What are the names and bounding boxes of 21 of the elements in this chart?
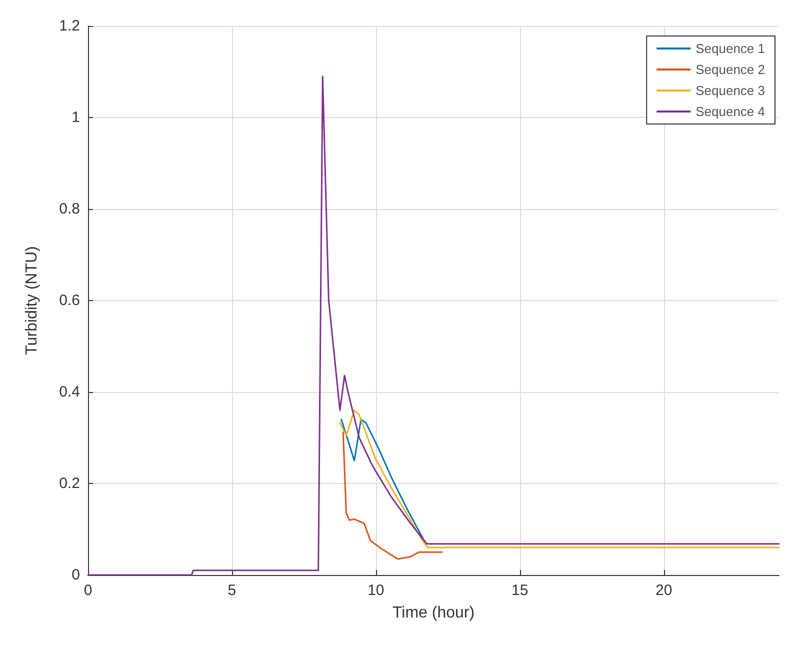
x-tick-label: 0: [84, 582, 92, 599]
x-tick-label: 5: [228, 582, 236, 599]
y-tick-label: 0.2: [59, 475, 80, 492]
legend-label: Sequence 4: [696, 104, 766, 119]
line-series: [342, 432, 443, 560]
y-tick-label: 1: [72, 109, 80, 126]
y-axis-title: Turbidity (NTU): [24, 246, 40, 355]
x-tick-label: 15: [512, 582, 528, 599]
y-tick-label: 0.4: [59, 384, 80, 400]
x-tick-label: 20: [655, 582, 672, 599]
y-tick-label: 0.8: [59, 200, 80, 218]
legend-label: Sequence 2: [696, 62, 766, 77]
legend-label: Sequence 1: [696, 41, 766, 56]
y-tick-label: 0.6: [59, 292, 80, 309]
x-tick-label: 10: [368, 582, 384, 599]
y-tick-label: 0: [72, 566, 80, 584]
line-series: [340, 418, 424, 540]
x-axis-title: Time (hour): [392, 604, 475, 622]
legend-label: Sequence 3: [696, 83, 766, 98]
y-tick-label: 1.2: [59, 18, 80, 34]
line-series: [339, 410, 780, 548]
